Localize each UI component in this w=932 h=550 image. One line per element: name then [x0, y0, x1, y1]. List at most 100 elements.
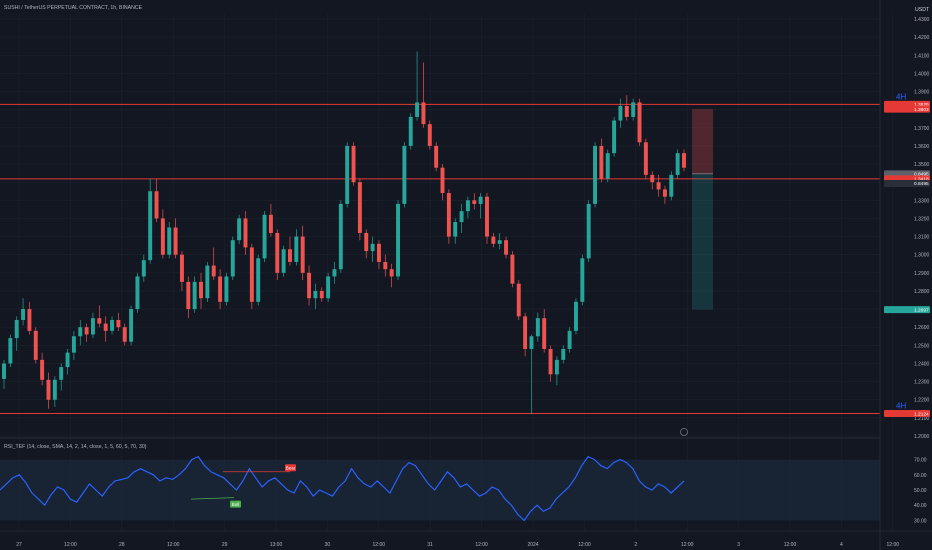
candle-body	[396, 203, 400, 277]
candle-body	[326, 276, 331, 299]
price-tick-label: 1.2800	[914, 289, 930, 295]
candle-body	[408, 116, 413, 146]
time-tick-label: 12:00	[475, 542, 488, 548]
candle-body	[199, 281, 203, 299]
candle-body	[351, 145, 356, 183]
price-tick-label: 1.2500	[914, 343, 930, 349]
candle-body	[554, 359, 559, 375]
candle-body	[478, 196, 483, 204]
candle-body	[364, 232, 369, 252]
bull-label: Bull	[232, 502, 240, 507]
candle-body	[288, 249, 292, 262]
time-tick-label: 30	[325, 542, 331, 548]
rsi-indicator-pane[interactable]: 70.00 60.00 50.00 40.00 30.00 Bear Bull	[0, 455, 927, 525]
horizontal-levels: 4H 4H	[0, 92, 906, 415]
time-tick-label: 3	[737, 542, 740, 548]
candle-body	[548, 348, 553, 375]
candle-body	[345, 145, 350, 204]
price-tag	[884, 410, 930, 418]
candle-body	[249, 247, 254, 302]
time-tick-label: 4	[840, 542, 843, 548]
price-tick-label: 1.4100	[914, 53, 930, 59]
price-tag	[884, 105, 930, 113]
price-tag	[884, 179, 930, 187]
candle-body	[586, 203, 591, 259]
short-position-tool[interactable]	[692, 109, 713, 310]
candle-body	[421, 102, 426, 125]
candle-body	[192, 281, 197, 310]
price-tick-label: 1.2200	[914, 398, 930, 404]
time-tick-label: 13:00	[270, 542, 283, 548]
candle-body	[8, 338, 13, 364]
candle-body	[300, 236, 305, 273]
time-tick-label: 28	[119, 542, 125, 548]
candle-body	[2, 363, 6, 379]
bull-label-box	[230, 500, 241, 508]
candle-body	[675, 153, 680, 175]
candle-body	[593, 145, 597, 204]
candle-body	[465, 200, 470, 212]
candle-body	[141, 260, 146, 277]
candle-body	[376, 243, 381, 262]
candle-body	[618, 106, 623, 121]
candle-body	[230, 240, 235, 277]
candle-body	[21, 309, 26, 320]
price-tag-label: 1.3829	[914, 102, 929, 108]
price-tick-label: 1.3500	[914, 162, 930, 168]
candle-body	[71, 336, 76, 353]
candle-body	[491, 236, 496, 244]
time-axis[interactable]: 27 12:00 28 12:00 29 13:00 30 12:00 31 12:00 2024 1…	[0, 530, 932, 548]
candle-body	[415, 102, 420, 117]
candle-body	[65, 352, 70, 368]
candle-body	[662, 189, 667, 197]
candle-body	[167, 227, 172, 255]
candle-body	[427, 124, 432, 146]
price-tick-label: 1.3100	[914, 235, 930, 241]
level-timeframe-label: 4H	[896, 402, 906, 411]
candlestick-series	[2, 51, 686, 415]
candle-body	[567, 330, 572, 349]
candle-body	[402, 145, 407, 204]
candle-body	[497, 240, 502, 244]
candle-body	[122, 327, 127, 342]
candle-body	[338, 203, 343, 270]
price-tag-label: 1.3803	[914, 107, 929, 113]
candle-body	[27, 309, 32, 331]
candle-body	[319, 290, 324, 299]
candle-body	[129, 309, 134, 342]
candle-body	[224, 276, 229, 302]
time-tick-label: 31	[427, 542, 433, 548]
candle-body	[103, 323, 108, 331]
price-tick-label: 1.3200	[914, 216, 930, 222]
candle-body	[357, 182, 362, 233]
candle-body	[656, 182, 661, 190]
price-tick-label: 1.4200	[914, 35, 930, 41]
bear-label-box	[285, 464, 296, 472]
candle-body	[84, 327, 89, 335]
candle-body	[643, 142, 648, 175]
candle-body	[135, 276, 140, 310]
price-tick-label: 1.2900	[914, 271, 930, 277]
price-tag-label: 1.2124	[914, 411, 929, 417]
candle-body	[669, 174, 674, 197]
candle-body	[97, 318, 102, 324]
candle-body	[440, 167, 445, 194]
price-tick-label: 1.3700	[914, 126, 930, 132]
candle-body	[14, 319, 19, 339]
candle-body	[237, 218, 242, 241]
candle-body	[453, 222, 458, 237]
candle-body	[682, 153, 686, 168]
replay-icon[interactable]	[680, 428, 688, 436]
candle-body	[561, 348, 566, 360]
candle-body	[523, 316, 528, 349]
price-tag	[884, 306, 930, 314]
time-tick-label: 12:00	[167, 542, 180, 548]
price-axis[interactable]: 1.43001.42001.41001.40001.39001.38001.37…	[879, 0, 930, 550]
candle-body	[313, 290, 318, 299]
candle-body	[389, 269, 394, 277]
candle-body	[605, 153, 610, 179]
price-tick-label: 1.2400	[914, 361, 930, 367]
candle-body	[529, 336, 534, 349]
time-tick-label: 12:00	[887, 542, 900, 548]
